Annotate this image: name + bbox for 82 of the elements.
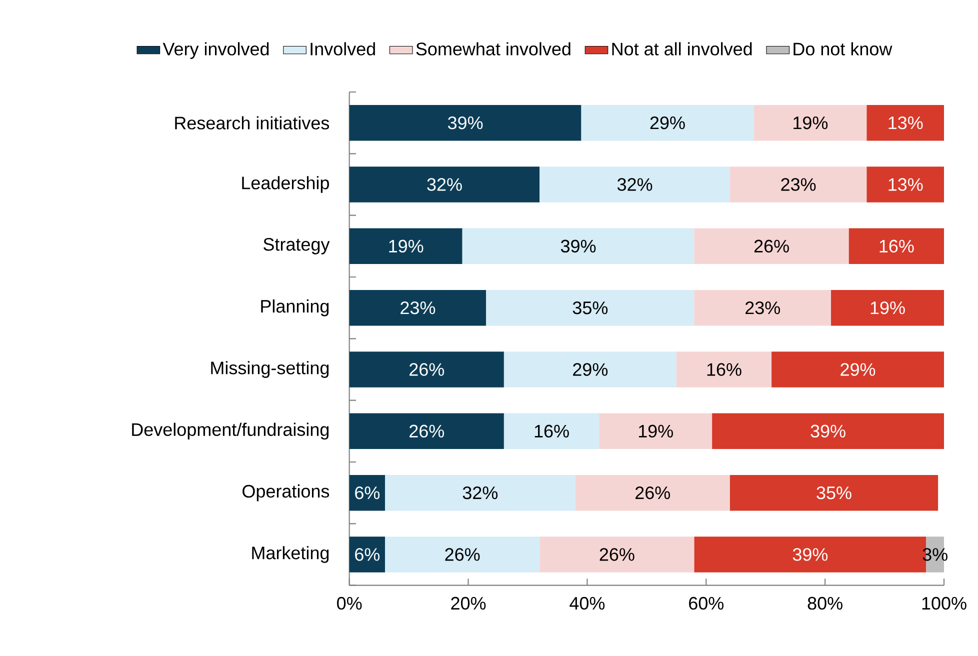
data-label: 39% [792,548,828,561]
data-label: 29% [840,363,876,376]
bar [581,104,754,141]
data-label: 6% [355,548,380,561]
data-label: 35% [572,301,608,314]
data-label: 6% [355,486,380,500]
bar [575,474,730,511]
bar [866,166,944,202]
data-label: 16% [880,240,914,253]
data-label: 26% [754,240,789,253]
bar [385,474,576,511]
legend-label: Somewhat involved [416,42,570,56]
bar [486,290,694,326]
data-label: 16% [707,363,742,376]
legend-label: Not at all involved [612,42,752,56]
y-tick-label: Strategy [264,238,330,254]
bar [540,536,694,572]
bar [694,228,849,264]
data-label: 19% [794,116,828,130]
y-tick-label: Research initiatives [175,116,330,130]
x-tick-label: 100% [922,596,966,610]
bar [848,228,944,264]
data-label: 35% [816,486,852,500]
bar [349,352,504,388]
y-tick-label: Marketing [252,546,329,563]
x-tick-label: 80% [808,596,842,610]
bar [866,104,944,141]
data-label: 26% [410,363,444,376]
bar [349,166,540,202]
legend-label: Involved [310,42,375,56]
bar [462,228,694,264]
data-label: 19% [638,424,673,438]
data-label: 16% [534,424,569,438]
bar [349,290,486,326]
bar [730,474,938,511]
x-tick-label: 20% [451,596,486,610]
y-tick-label: Development/fundraising [132,422,329,440]
legend-label: Very involved [162,42,269,59]
bar [349,474,386,511]
data-label: 13% [888,178,923,191]
bar [540,166,730,202]
bar [754,104,867,141]
data-label: 39% [560,240,596,253]
bar [831,290,944,326]
bar [712,413,944,450]
bar [694,290,832,326]
data-label: 19% [389,240,424,253]
data-label: 29% [573,363,608,376]
data-label: 23% [400,301,436,314]
data-label: 32% [617,178,652,191]
data-label: 39% [810,424,846,438]
bar [730,166,867,202]
y-tick-label: Missing-setting [211,361,329,378]
data-label: 26% [445,548,480,561]
data-label: 26% [410,424,444,438]
data-label: 29% [650,116,685,130]
bar [504,413,600,450]
data-label: 23% [781,178,816,191]
data-label: 39% [448,116,483,130]
bar [599,413,712,450]
x-tick-label: 40% [570,596,605,610]
bar [676,352,772,388]
data-label: 19% [870,301,905,314]
y-tick-label: Leadership [242,176,329,193]
bar [349,413,504,450]
x-tick-label: 0% [337,596,362,610]
data-label: 23% [746,301,780,314]
bar [349,104,582,141]
data-label: 32% [462,486,498,500]
y-tick-label: Planning [261,299,329,316]
bar [349,228,462,264]
bar [504,352,676,388]
bar [349,536,386,572]
data-label: 26% [600,548,634,561]
legend-label: Do not know [794,42,892,56]
bar [385,536,540,572]
x-tick-label: 60% [689,596,724,610]
y-tick-label: Operations [242,484,330,502]
bar [772,352,944,388]
data-label: 32% [427,178,462,191]
data-label: 13% [888,116,923,130]
data-label: 26% [636,486,670,500]
